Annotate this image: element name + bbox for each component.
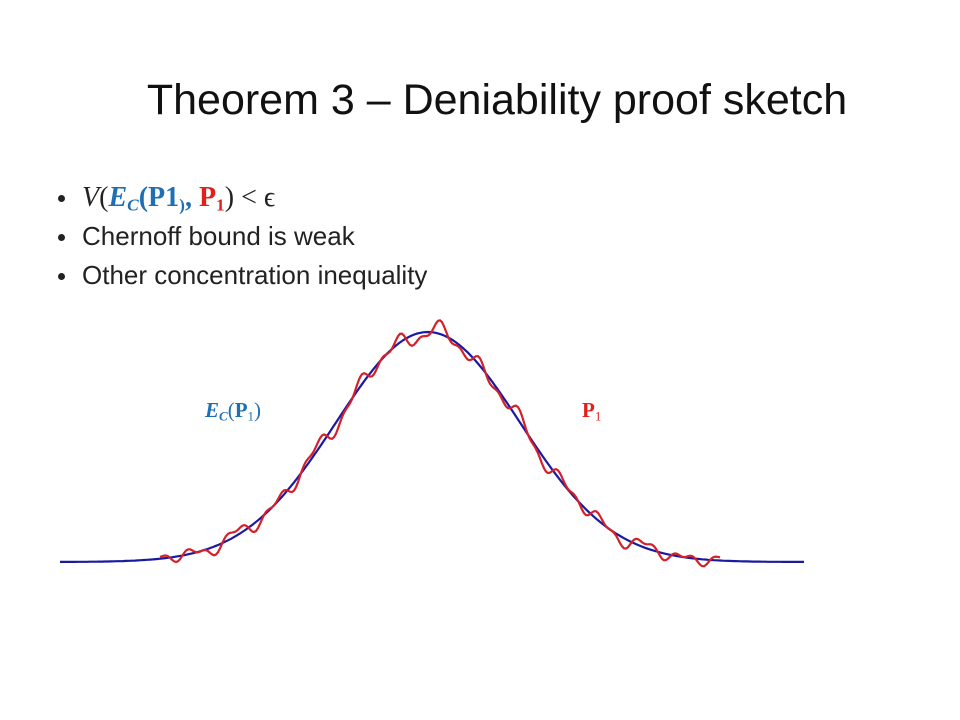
math: ): [224, 182, 235, 213]
bullet-list: V(EC(P1), P1) < ϵ Chernoff bound is weak…: [58, 178, 427, 295]
bullet: Chernoff bound is weak: [58, 217, 427, 256]
smooth-curve: [60, 330, 804, 563]
math: P: [582, 398, 595, 422]
math: (P: [138, 182, 166, 213]
math: V: [82, 182, 100, 213]
math: P: [234, 398, 248, 422]
noisy-curve: [159, 319, 721, 568]
math: E: [205, 398, 220, 422]
math: 1: [216, 195, 225, 215]
math: (: [99, 182, 109, 213]
math: P: [198, 182, 217, 213]
math: [192, 182, 199, 213]
right-label: P1: [582, 398, 601, 424]
bullet: Other concentration inequality: [58, 256, 427, 295]
bullet: V(EC(P1), P1) < ϵ: [58, 178, 427, 217]
math: 1: [594, 408, 602, 424]
left-label: EC(P1): [205, 398, 261, 424]
title: Theorem 3 – Deniability proof sketch: [146, 76, 848, 124]
math: 1: [247, 408, 255, 424]
math: C: [127, 195, 139, 215]
math: 1: [165, 182, 180, 213]
math: ,: [184, 182, 192, 213]
math: (: [227, 398, 235, 422]
math: E: [108, 182, 128, 213]
math: ): [254, 398, 262, 422]
math: C: [219, 408, 228, 424]
math: ): [179, 195, 185, 215]
math: < ϵ: [234, 182, 276, 213]
